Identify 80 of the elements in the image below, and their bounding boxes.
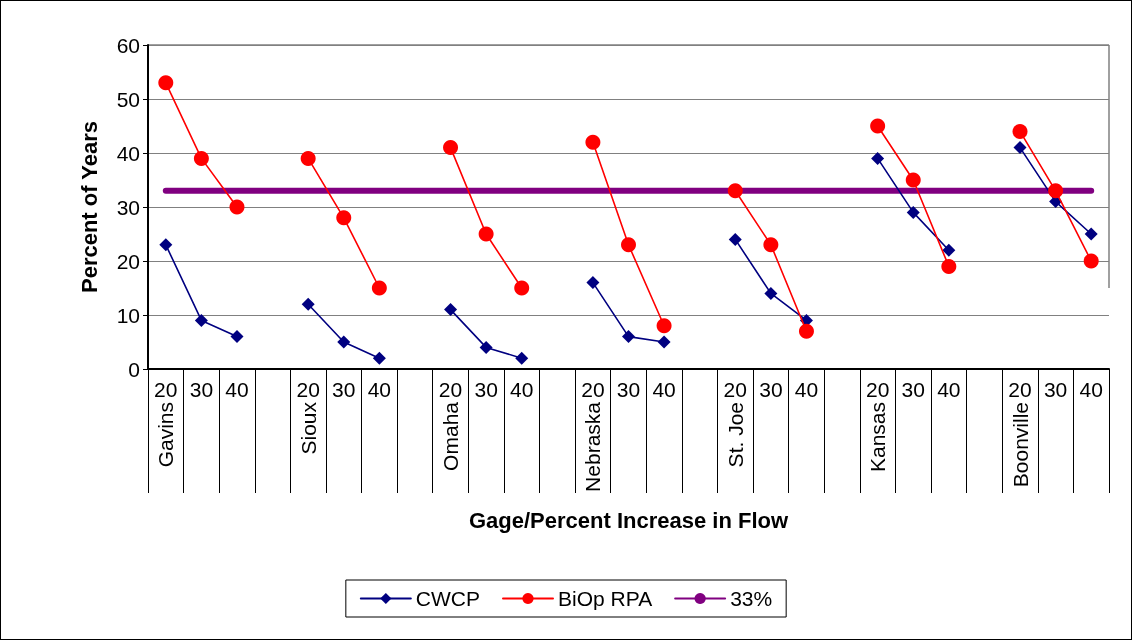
x-tick-label: 20 [296,378,320,401]
x-tick-label: 30 [616,378,641,401]
x-axis-title: Gage/Percent Increase in Flow [468,507,789,533]
point [515,351,529,365]
x-tick-label: 30 [332,378,356,401]
x-tick-label: 30 [901,378,925,401]
x-tick-label: 40 [794,378,819,401]
x-tick-label: 20 [865,378,890,401]
y-tick-label: 10 [116,303,140,327]
point [514,280,530,296]
x-tick-label: 20 [581,378,605,401]
point [905,172,921,188]
legend-label: 33% [730,587,773,610]
y-tick-label: 50 [116,87,140,111]
point [941,258,957,274]
y-tick-label: 40 [116,141,140,165]
point [906,205,920,219]
point [1084,227,1098,241]
point [444,303,458,317]
point [159,238,173,252]
x-tick-label: 20 [154,378,178,401]
point [479,340,493,354]
x-tick-label: 40 [652,378,676,401]
point [621,237,636,253]
x-tick-label: 20 [723,378,747,401]
text: Kansas [866,402,890,473]
point [728,232,742,246]
point [1012,123,1028,139]
text: Omaha [439,401,463,471]
point [443,140,459,156]
legend-label: CWCP [415,587,481,610]
x-tick-label: 40 [1079,378,1103,401]
y-tick-label: 0 [128,357,140,381]
point [1048,183,1064,199]
y-tick-label: 20 [116,249,140,273]
point [657,335,671,349]
y-tick-label: 60 [116,33,140,57]
point [230,330,244,344]
x-tick-label: 20 [1008,378,1032,401]
point [942,243,956,257]
y-tick-label: 30 [116,195,140,219]
point [1013,141,1027,155]
x-tick-label: 20 [438,378,463,401]
point [193,150,209,166]
point [622,330,635,344]
point [229,199,245,215]
point [656,318,672,334]
x-tick-label: 30 [759,378,783,401]
point [798,323,814,339]
x-tick-label: 30 [474,378,498,401]
point [300,150,316,166]
text: St. Joe [723,402,747,468]
text: Boonville [1008,402,1032,488]
x-tick-label: 40 [367,378,392,401]
legend-label: BiOp RPA [557,587,653,610]
x-tick-label: 40 [937,378,961,401]
point [871,151,885,165]
x-tick-label: 30 [1043,378,1068,401]
point [870,118,886,134]
x-tick-label: 40 [510,378,534,401]
point [337,335,351,349]
x-tick-label: 40 [225,378,249,401]
point [1083,253,1099,269]
text: Sioux [296,401,320,455]
y-axis-title: Percent of Years [76,120,102,294]
point [371,280,387,296]
point [585,134,601,150]
x-tick-label: 30 [189,378,214,401]
point [194,313,208,327]
point [727,183,743,199]
point [372,351,386,365]
point [336,210,352,226]
point [763,237,779,253]
point [764,286,778,300]
text: Nebraska [581,401,605,492]
text: Gavins [154,402,178,468]
point [158,75,174,91]
point [478,226,494,242]
point [586,276,600,290]
point [301,297,315,311]
